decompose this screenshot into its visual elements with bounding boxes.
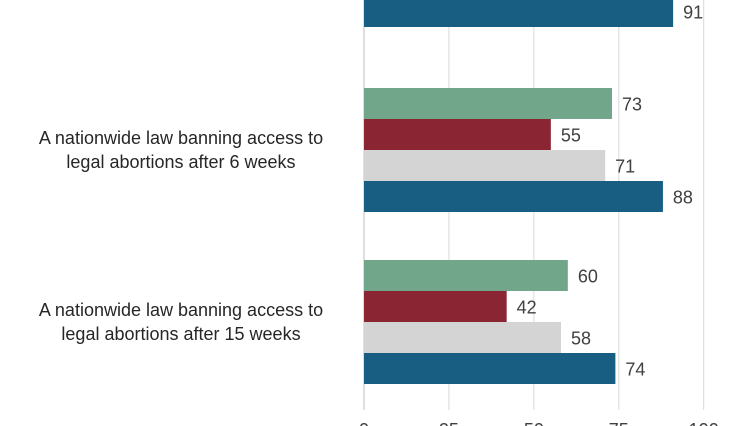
- bar: [364, 119, 551, 150]
- bar: [364, 0, 674, 27]
- data-label: 42: [517, 298, 537, 318]
- data-label: 58: [571, 329, 591, 349]
- bar: [364, 150, 606, 181]
- category-label-1-line2: legal abortions after 6 weeks: [66, 152, 296, 172]
- category-label-1: A nationwide law banning access to legal…: [0, 126, 366, 174]
- data-label: 73: [622, 95, 642, 115]
- data-label: 71: [615, 157, 635, 177]
- x-tick-label: 75: [609, 420, 629, 426]
- data-label: 74: [625, 360, 645, 380]
- bar: [364, 260, 568, 291]
- bars: [364, 0, 674, 384]
- category-label-2-line2: legal abortions after 15 weeks: [61, 324, 301, 344]
- bar: [364, 181, 663, 212]
- x-tick-label: 100: [689, 420, 719, 426]
- category-label-2-line1: A nationwide law banning access to: [38, 300, 324, 320]
- x-tick-labels: 0 25 50 75 100: [359, 420, 719, 426]
- category-label-1-line1: A nationwide law banning access to: [38, 128, 324, 148]
- data-label: 55: [561, 126, 581, 146]
- category-label-2: A nationwide law banning access to legal…: [0, 298, 366, 346]
- bar: [364, 291, 507, 322]
- value-labels: 86917355718860425874: [517, 3, 703, 380]
- x-tick-label: 0: [359, 420, 369, 426]
- x-tick-label: 25: [439, 420, 459, 426]
- bar: [364, 353, 616, 384]
- x-tick-label: 50: [524, 420, 544, 426]
- data-label: 60: [578, 267, 598, 287]
- bar: [364, 88, 612, 119]
- data-label: 88: [673, 188, 693, 208]
- data-label: 91: [683, 3, 703, 23]
- bar: [364, 322, 562, 353]
